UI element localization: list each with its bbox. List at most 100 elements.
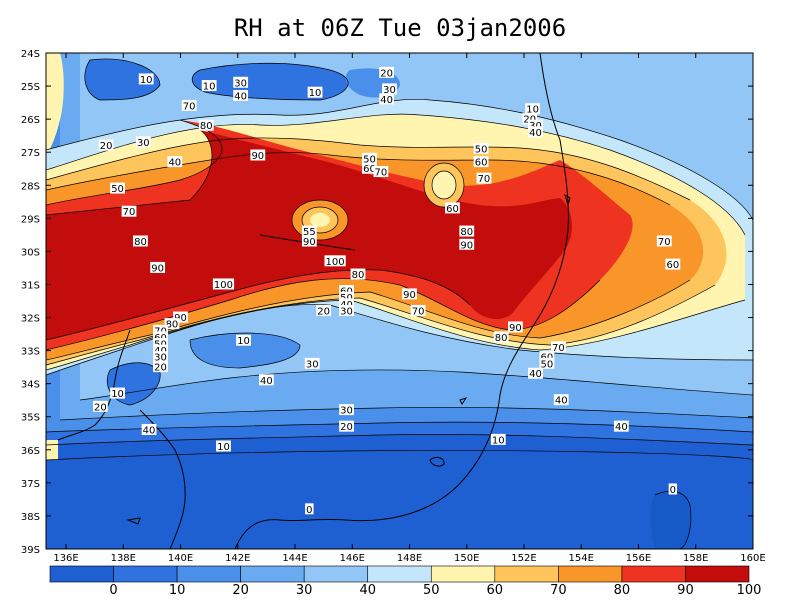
contour-label: 40 xyxy=(529,128,542,139)
contour-label: 0 xyxy=(670,485,676,496)
contour-label: 30 xyxy=(340,306,353,317)
contour-label: 40 xyxy=(380,95,393,106)
lat-tick-label: 31S xyxy=(21,280,40,291)
lat-tick-label: 25S xyxy=(21,82,40,93)
contour-label-bg xyxy=(110,182,125,194)
contour-label-bg xyxy=(250,149,266,161)
contour-label-bg xyxy=(339,304,354,316)
contour-label: 20 xyxy=(317,306,330,317)
lat-tick-label: 33S xyxy=(21,347,40,358)
coastline-east xyxy=(234,53,569,549)
lat-tick-label: 27S xyxy=(21,148,40,159)
rh-contour-lines xyxy=(46,58,753,549)
lon-tick-labels: 136E 138E 140E 142E 144E 146E 148E 150E 152E 154E… xyxy=(53,553,765,564)
contour-label-bg xyxy=(301,235,317,247)
contour-label: 40 xyxy=(143,425,156,436)
colorbar-label: 60 xyxy=(487,583,504,598)
contour-label-bg xyxy=(153,324,168,336)
contour-label-bg xyxy=(304,357,320,369)
contour-label-bg xyxy=(445,202,460,214)
contour-label-bg xyxy=(324,255,346,267)
contour-labels: 1010304010203040708020304090506070102030… xyxy=(92,66,681,516)
lon-tick-label: 146E xyxy=(340,553,365,564)
contour-label: 10 xyxy=(140,75,153,86)
rh-dry-pocket xyxy=(432,171,456,199)
lat-tick-label: 24S xyxy=(21,49,40,60)
lat-tick-label: 39S xyxy=(21,545,40,556)
contour-label-bg xyxy=(459,225,475,237)
contour-label-bg xyxy=(301,225,317,237)
lat-tick-label: 35S xyxy=(21,413,40,424)
lon-tick-label: 148E xyxy=(397,553,422,564)
contour-label-bg xyxy=(316,304,332,316)
lat-tick-label: 37S xyxy=(21,479,40,490)
contour-label: 70 xyxy=(478,174,491,185)
lat-tick-label: 26S xyxy=(21,115,40,126)
contour-label-bg xyxy=(476,172,492,184)
contour-label-bg xyxy=(373,166,389,178)
colorbar-label: 50 xyxy=(423,583,440,598)
contour-label: 90 xyxy=(251,151,264,162)
contour-label: 40 xyxy=(615,422,628,433)
contour-label: 70 xyxy=(658,237,671,248)
lon-tick-label: 150E xyxy=(454,553,479,564)
contour-label-bg xyxy=(198,119,214,131)
contour-label-bg xyxy=(173,311,188,323)
coast-island xyxy=(459,397,468,405)
contour-label-bg xyxy=(362,162,377,174)
contour-label-bg xyxy=(379,66,395,78)
contour-label: 100 xyxy=(326,257,345,268)
colorbar-label: 40 xyxy=(359,583,376,598)
contour-label: 10 xyxy=(492,435,505,446)
contour-label-bg xyxy=(339,298,354,310)
contour-label: 10 xyxy=(237,336,250,347)
contour-label-bg xyxy=(153,344,168,356)
contour-label: 10 xyxy=(111,389,124,400)
contour-label: 70 xyxy=(123,207,136,218)
contour-label: 70 xyxy=(552,343,565,354)
rh-south-pocket xyxy=(650,491,691,549)
contour-label-bg xyxy=(216,440,231,452)
lon-tick-label: 156E xyxy=(626,553,651,564)
contour-label: 80 xyxy=(460,227,473,238)
plot-frame xyxy=(45,52,754,550)
contour-label-bg xyxy=(508,321,523,333)
contour-label: 50 xyxy=(111,184,124,195)
contour-label: 10 xyxy=(203,82,216,93)
contour-label-bg xyxy=(153,331,168,343)
contour-label: 10 xyxy=(217,442,230,453)
tick-marks xyxy=(46,52,754,550)
contour-label: 60 xyxy=(475,158,488,169)
colorbar-label: 30 xyxy=(296,583,313,598)
colorbar-swatch xyxy=(176,565,241,583)
colorbar-swatch xyxy=(621,565,686,583)
colorbar-swatch xyxy=(685,565,750,583)
contour-label-bg xyxy=(382,83,397,95)
coastline-south xyxy=(139,409,186,549)
contour-label-bg xyxy=(167,156,183,168)
coast-island xyxy=(429,456,445,467)
contour-label-bg xyxy=(410,304,426,316)
contour-label-bg xyxy=(668,483,678,495)
rh-filled-contours xyxy=(46,53,753,549)
colorbar-label: 10 xyxy=(169,583,186,598)
contour-label-bg xyxy=(350,268,366,280)
contour-label: 60 xyxy=(446,204,459,215)
colorbar-swatch xyxy=(367,565,432,583)
coast-island xyxy=(126,517,141,525)
rh-south-band xyxy=(46,450,753,549)
contour-label: 30 xyxy=(234,78,247,89)
contour-label: 90 xyxy=(151,263,164,274)
rh-dry-patch xyxy=(190,333,300,368)
contour-label: 10 xyxy=(309,88,322,99)
contour-label: 80 xyxy=(352,270,365,281)
contour-label-bg xyxy=(236,334,251,346)
contour-label: 80 xyxy=(200,121,213,132)
contour-label-bg xyxy=(110,387,125,399)
lon-tick-label: 160E xyxy=(740,553,765,564)
contour-label-bg xyxy=(121,205,137,217)
contour-label-bg xyxy=(339,404,354,416)
contour-label-bg xyxy=(133,235,148,247)
contour-label: 60 xyxy=(363,164,376,175)
colorbar-swatch xyxy=(558,565,623,583)
